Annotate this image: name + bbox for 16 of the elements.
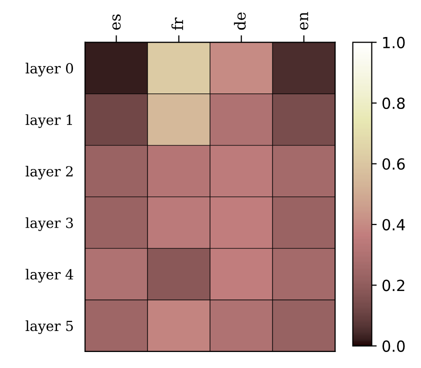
y-tick-label: layer 4 — [26, 268, 74, 283]
y-tick-label: layer 3 — [26, 217, 73, 232]
color-bar-label: 0.0 — [382, 340, 405, 352]
y-tick-label: layer 5 — [26, 320, 73, 334]
color-bar-label: 0.8 — [382, 98, 405, 110]
x-tick-label: en — [300, 12, 308, 30]
color-bar-label: 0.6 — [382, 158, 405, 170]
color-bar-label: 1.0 — [383, 36, 405, 48]
x-tick-label: es — [112, 14, 121, 30]
color-bar-label: 0.2 — [382, 280, 404, 292]
color-bar-label: 0.4 — [382, 218, 405, 230]
x-tick-label: fr — [171, 18, 184, 30]
y-tick-label: layer 1 — [26, 114, 72, 128]
y-tick-label: layer 0 — [26, 62, 74, 76]
y-tick-label: layer 2 — [26, 166, 73, 180]
x-tick-label: de — [234, 12, 246, 30]
